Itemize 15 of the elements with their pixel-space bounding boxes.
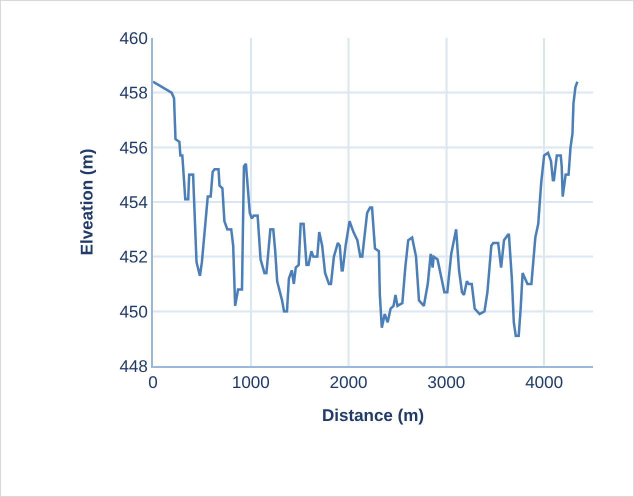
x-tick-label: 4000 bbox=[525, 373, 564, 392]
y-tick-label: 460 bbox=[119, 28, 148, 48]
y-tick-label: 448 bbox=[119, 356, 148, 376]
x-tick-label: 2000 bbox=[330, 373, 368, 392]
x-tick-label: 1000 bbox=[232, 373, 270, 392]
y-tick-label: 454 bbox=[119, 192, 148, 212]
x-tick-label: 0 bbox=[148, 373, 158, 392]
y-tick-label: 458 bbox=[119, 84, 148, 103]
x-axis-title: Distance (m) bbox=[322, 406, 424, 426]
line-series bbox=[153, 80, 579, 338]
y-tick-label: 450 bbox=[119, 302, 148, 322]
y-tick-label: 452 bbox=[119, 248, 148, 267]
y-tick-label: 456 bbox=[119, 138, 148, 158]
x-tick-label: 3000 bbox=[427, 373, 466, 392]
y-axis-title: Elveation (m) bbox=[78, 148, 97, 256]
